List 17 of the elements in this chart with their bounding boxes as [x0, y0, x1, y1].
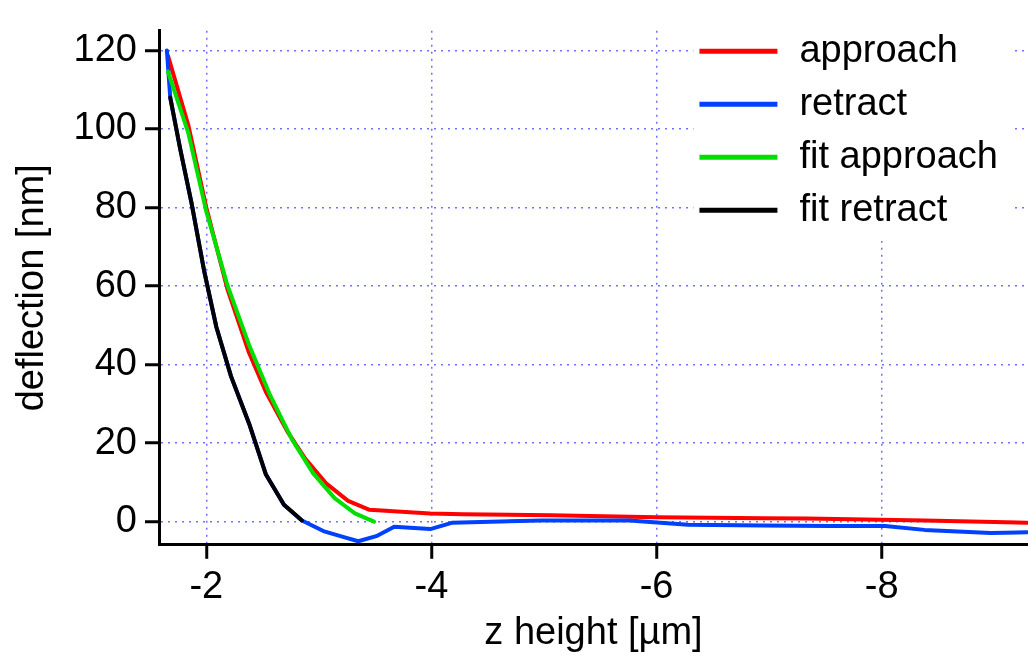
- x-tick-label: -8: [864, 564, 899, 607]
- y-tick-label: 60: [94, 262, 137, 305]
- y-axis-title: deflection [nm]: [9, 164, 52, 412]
- legend-label: fit approach: [799, 133, 999, 176]
- x-axis-title: z height [µm]: [484, 609, 703, 652]
- legend-label: fit retract: [799, 186, 948, 229]
- x-tick-label: -4: [414, 564, 449, 607]
- y-tick-label: 100: [73, 105, 137, 148]
- y-tick-label: 40: [94, 341, 137, 384]
- legend-label: retract: [799, 80, 908, 123]
- y-tick-label: 0: [115, 498, 137, 541]
- y-tick-label: 80: [94, 183, 137, 226]
- x-tick-label: -6: [639, 564, 674, 607]
- y-tick-label: 120: [73, 26, 137, 69]
- y-tick-label: 20: [94, 419, 137, 462]
- x-tick-label: -2: [189, 564, 224, 607]
- legend-label: approach: [799, 27, 958, 70]
